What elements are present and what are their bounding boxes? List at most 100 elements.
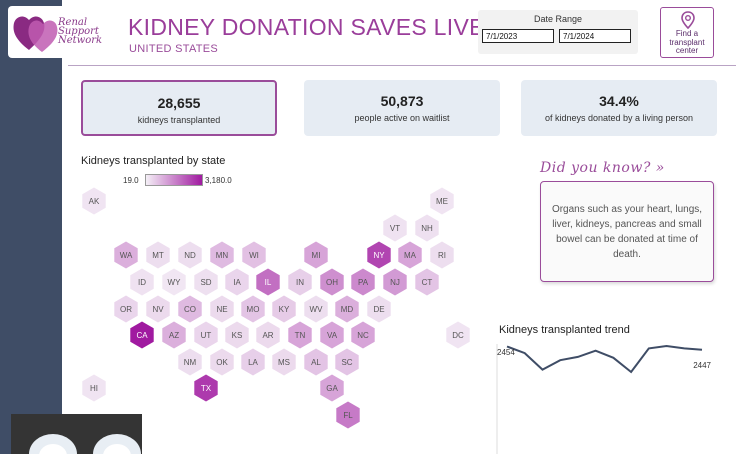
state-hex-me[interactable]: ME bbox=[430, 187, 454, 215]
state-hex-ia[interactable]: IA bbox=[225, 268, 249, 296]
state-hex-shape bbox=[304, 241, 328, 269]
state-hex-shape bbox=[415, 214, 439, 242]
state-hex-ny[interactable]: NY bbox=[367, 241, 391, 269]
state-hex-shape bbox=[146, 295, 170, 323]
state-hex-il[interactable]: IL bbox=[256, 268, 280, 296]
start-date-input[interactable] bbox=[482, 29, 554, 43]
state-hex-shape bbox=[256, 268, 280, 296]
state-hex-shape bbox=[241, 348, 265, 376]
state-hex-shape bbox=[383, 214, 407, 242]
state-hex-or[interactable]: OR bbox=[114, 295, 138, 323]
state-hex-wy[interactable]: WY bbox=[162, 268, 186, 296]
state-label: SC bbox=[341, 358, 352, 367]
state-label: FL bbox=[343, 411, 353, 420]
state-hex-ri[interactable]: RI bbox=[430, 241, 454, 269]
state-hex-shape bbox=[304, 348, 328, 376]
state-hex-shape bbox=[351, 321, 375, 349]
state-hex-shape bbox=[241, 295, 265, 323]
kpi-living-donor-share[interactable]: 34.4% of kidneys donated by a living per… bbox=[521, 80, 717, 136]
state-hex-shape bbox=[210, 295, 234, 323]
state-hex-nv[interactable]: NV bbox=[146, 295, 170, 323]
state-label: MD bbox=[341, 305, 354, 314]
find-transplant-center-button[interactable]: Find a transplant center bbox=[660, 7, 714, 58]
end-date-input[interactable] bbox=[559, 29, 631, 43]
state-hex-md[interactable]: MD bbox=[335, 295, 359, 323]
state-hex-wv[interactable]: WV bbox=[304, 295, 328, 323]
state-hex-shape bbox=[114, 295, 138, 323]
state-hex-va[interactable]: VA bbox=[320, 321, 344, 349]
state-hex-ok[interactable]: OK bbox=[210, 348, 234, 376]
state-label: VA bbox=[327, 331, 338, 340]
state-hex-mi[interactable]: MI bbox=[304, 241, 328, 269]
state-hex-vt[interactable]: VT bbox=[383, 214, 407, 242]
logo[interactable]: Renal Support Network bbox=[8, 6, 118, 58]
state-label: MT bbox=[152, 251, 164, 260]
state-hex-in[interactable]: IN bbox=[288, 268, 312, 296]
header-divider bbox=[68, 65, 736, 66]
state-hex-ma[interactable]: MA bbox=[398, 241, 422, 269]
kpi-active-waitlist[interactable]: 50,873 people active on waitlist bbox=[304, 80, 500, 136]
state-label: DC bbox=[452, 331, 464, 340]
state-hex-al[interactable]: AL bbox=[304, 348, 328, 376]
state-label: NM bbox=[184, 358, 197, 367]
state-label: CA bbox=[136, 331, 148, 340]
kpi-kidneys-transplanted[interactable]: 28,655 kidneys transplanted bbox=[81, 80, 277, 136]
state-hex-de[interactable]: DE bbox=[367, 295, 391, 323]
state-label: ND bbox=[184, 251, 196, 260]
state-hex-fl[interactable]: FL bbox=[336, 401, 360, 429]
state-label: WA bbox=[120, 251, 133, 260]
state-hex-co[interactable]: CO bbox=[178, 295, 202, 323]
kpi-value: 50,873 bbox=[380, 93, 424, 109]
trend-title: Kidneys transplanted trend bbox=[499, 324, 630, 336]
state-hex-ct[interactable]: CT bbox=[415, 268, 439, 296]
state-hex-ks[interactable]: KS bbox=[225, 321, 249, 349]
state-hex-nm[interactable]: NM bbox=[178, 348, 202, 376]
state-hex-sc[interactable]: SC bbox=[335, 348, 359, 376]
state-label: ME bbox=[436, 197, 448, 206]
state-hex-ar[interactable]: AR bbox=[256, 321, 280, 349]
state-hex-nd[interactable]: ND bbox=[178, 241, 202, 269]
state-hex-ga[interactable]: GA bbox=[320, 374, 344, 402]
state-hex-id[interactable]: ID bbox=[130, 268, 154, 296]
state-label: AZ bbox=[169, 331, 179, 340]
state-label: MI bbox=[312, 251, 321, 260]
state-hex-pa[interactable]: PA bbox=[351, 268, 375, 296]
state-hex-ak[interactable]: AK bbox=[82, 187, 106, 215]
state-label: ID bbox=[138, 278, 146, 287]
state-hex-dc[interactable]: DC bbox=[446, 321, 470, 349]
state-hex-sd[interactable]: SD bbox=[194, 268, 218, 296]
date-range-filter: Date Range bbox=[478, 10, 638, 54]
state-hex-mo[interactable]: MO bbox=[241, 295, 265, 323]
state-hex-shape bbox=[194, 321, 218, 349]
state-hex-mn[interactable]: MN bbox=[210, 241, 234, 269]
find-center-label: Find a transplant center bbox=[661, 29, 713, 56]
state-hex-ne[interactable]: NE bbox=[210, 295, 234, 323]
state-hex-ky[interactable]: KY bbox=[272, 295, 296, 323]
legend-min-label: 19.0 bbox=[123, 176, 139, 185]
state-hex-nc[interactable]: NC bbox=[351, 321, 375, 349]
state-label: MA bbox=[404, 251, 417, 260]
state-label: AR bbox=[262, 331, 273, 340]
state-hex-tn[interactable]: TN bbox=[288, 321, 312, 349]
state-hex-hi[interactable]: HI bbox=[82, 374, 106, 402]
state-hex-wi[interactable]: WI bbox=[242, 241, 266, 269]
state-hex-ms[interactable]: MS bbox=[272, 348, 296, 376]
state-hex-la[interactable]: LA bbox=[241, 348, 265, 376]
state-label: LA bbox=[248, 358, 258, 367]
state-hex-nj[interactable]: NJ bbox=[383, 268, 407, 296]
trend-end-label: 2447 bbox=[693, 361, 711, 370]
state-hex-shape bbox=[367, 241, 391, 269]
video-thumbnail[interactable] bbox=[11, 414, 142, 454]
state-hex-oh[interactable]: OH bbox=[320, 268, 344, 296]
state-hex-shape bbox=[210, 241, 234, 269]
state-hex-tx[interactable]: TX bbox=[194, 374, 218, 402]
state-label: OK bbox=[216, 358, 228, 367]
state-hex-nh[interactable]: NH bbox=[415, 214, 439, 242]
state-hex-ut[interactable]: UT bbox=[194, 321, 218, 349]
state-hex-ca[interactable]: CA bbox=[130, 321, 154, 349]
state-hex-mt[interactable]: MT bbox=[146, 241, 170, 269]
state-hex-az[interactable]: AZ bbox=[162, 321, 186, 349]
heart-logo-icon bbox=[13, 16, 58, 52]
state-hex-wa[interactable]: WA bbox=[114, 241, 138, 269]
